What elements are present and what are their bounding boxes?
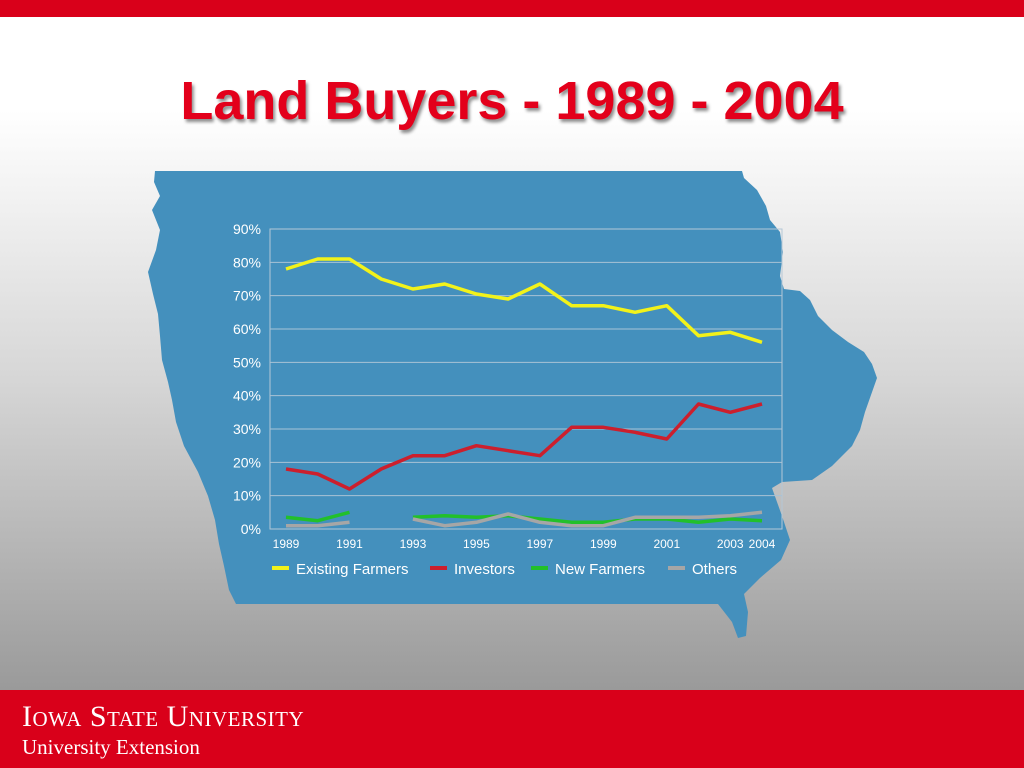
- footer-bar: [0, 690, 1024, 768]
- x-tick-label: 2004: [749, 537, 776, 551]
- series-line-new-farmers: [285, 510, 350, 523]
- legend-label: Others: [692, 561, 737, 578]
- legend: Existing Farmers Investors New Farmers Othe…: [272, 561, 737, 578]
- y-tick-label: 0%: [241, 521, 261, 537]
- y-tick-label: 50%: [233, 354, 261, 370]
- x-tick-label: 2003: [717, 537, 744, 551]
- y-tick-label: 20%: [233, 454, 261, 470]
- x-tick-label: 1995: [463, 537, 490, 551]
- slide-title: Land Buyers - 1989 - 2004: [180, 71, 844, 131]
- legend-label: Existing Farmers: [296, 561, 409, 578]
- x-tick-label: 1999: [590, 537, 617, 551]
- y-tick-label: 40%: [233, 388, 261, 404]
- y-tick-label: 70%: [233, 288, 261, 304]
- series-line-new-farmers: [412, 513, 763, 525]
- x-tick-label: 1993: [400, 537, 427, 551]
- footer-university-logo-text: Iowa State University: [22, 700, 305, 733]
- legend-label: Investors: [454, 561, 515, 578]
- y-tick-label: 80%: [233, 254, 261, 270]
- y-tick-label: 60%: [233, 321, 261, 337]
- top-accent-bar: [0, 0, 1024, 17]
- series-line-existing-farmers: [285, 257, 763, 344]
- series-line-investors: [285, 402, 763, 491]
- legend-label: New Farmers: [555, 561, 645, 578]
- footer-extension-text: University Extension: [22, 735, 200, 759]
- x-axis-ticks: 1989 1991 1993 1995 1997 1999 2001 2003 2004: [273, 537, 776, 551]
- x-tick-label: 1989: [273, 537, 300, 551]
- x-tick-label: 1997: [527, 537, 554, 551]
- y-tick-label: 90%: [233, 221, 261, 237]
- y-tick-label: 10%: [233, 488, 261, 504]
- y-axis-ticks: 0% 10% 20% 30% 40% 50% 60% 70% 80% 90%: [233, 221, 261, 537]
- plot-area-frame: [269, 228, 783, 530]
- x-tick-label: 2001: [653, 537, 680, 551]
- gridlines: [270, 261, 782, 497]
- y-tick-label: 30%: [233, 421, 261, 437]
- series-line-others: [286, 520, 350, 528]
- series-lines: [285, 257, 763, 528]
- series-line-others: [412, 510, 763, 528]
- x-tick-label: 1991: [336, 537, 363, 551]
